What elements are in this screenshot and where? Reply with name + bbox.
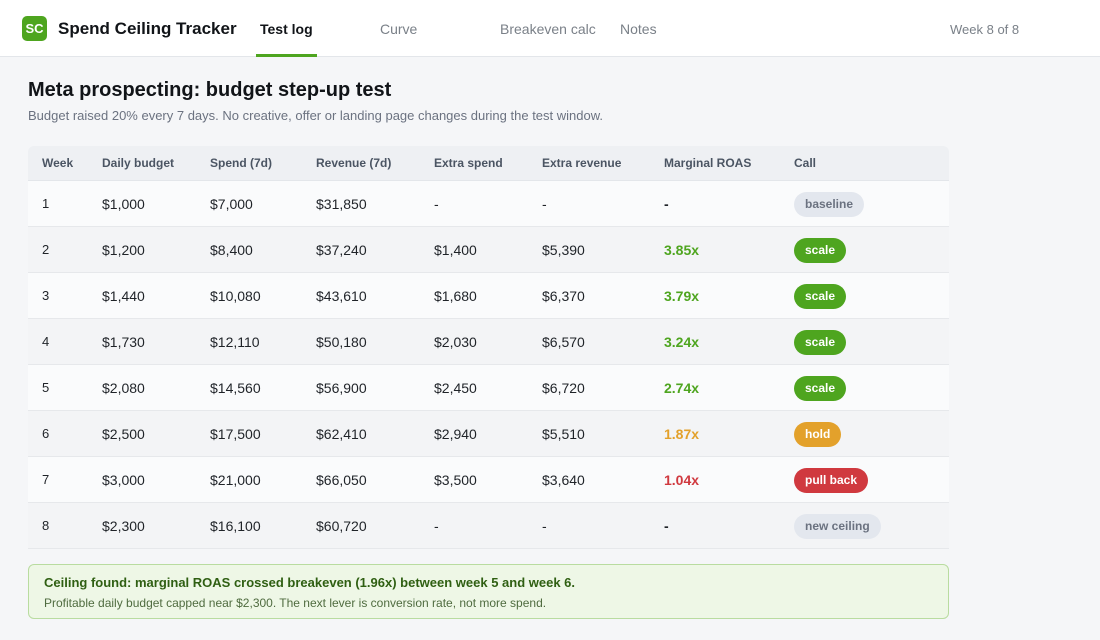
cell-week: 7	[42, 472, 50, 487]
cell-spend: $7,000	[210, 196, 253, 212]
cell-revenue: $60,720	[316, 518, 367, 534]
cell-marginal-roas: 3.24x	[664, 334, 700, 350]
cell-marginal-roas: 3.79x	[664, 288, 700, 304]
cell-daily-budget: $2,080	[102, 380, 145, 396]
header-revenue: Revenue (7d)	[316, 156, 392, 170]
cell-marginal-roas: 2.74x	[664, 380, 700, 396]
table-row: 8 $2,300 $16,100 $60,720 - - - new ceiling	[28, 503, 949, 549]
cell-extra-revenue: $5,510	[542, 426, 585, 442]
page-title: Meta prospecting: budget step-up test	[28, 79, 392, 101]
cell-extra-revenue: $3,640	[542, 472, 585, 488]
cell-spend: $21,000	[210, 472, 261, 488]
cell-revenue: $62,410	[316, 426, 367, 442]
cell-marginal-roas: 1.04x	[664, 472, 700, 488]
cell-revenue: $43,610	[316, 288, 367, 304]
cell-daily-budget: $1,730	[102, 334, 145, 350]
table-row: 5 $2,080 $14,560 $56,900 $2,450 $6,720 2.74x sc…	[28, 365, 949, 411]
cell-spend: $8,400	[210, 242, 253, 258]
cell-spend: $17,500	[210, 426, 261, 442]
header-call: Call	[794, 156, 817, 170]
cell-marginal-roas: 1.87x	[664, 426, 700, 442]
tab-notes[interactable]: Notes	[620, 21, 657, 37]
cell-extra-revenue: -	[542, 518, 547, 534]
week-indicator: Week 8 of 8	[950, 22, 1020, 37]
call-badge: new ceiling	[794, 514, 881, 539]
table-row: 2 $1,200 $8,400 $37,240 $1,400 $5,390 3.85x sca…	[28, 227, 949, 273]
cell-revenue: $37,240	[316, 242, 367, 258]
table-row: 1 $1,000 $7,000 $31,850 - - - baseline	[28, 181, 949, 227]
app-title: Spend Ceiling Tracker	[58, 19, 237, 38]
cell-revenue: $56,900	[316, 380, 367, 396]
call-badge: pull back	[794, 468, 869, 493]
cell-week: 4	[42, 334, 50, 349]
page-subtitle: Budget raised 20% every 7 days. No creat…	[28, 108, 604, 123]
cell-extra-revenue: $6,570	[542, 334, 585, 350]
cell-daily-budget: $2,500	[102, 426, 145, 442]
table-row: 4 $1,730 $12,110 $50,180 $2,030 $6,570 3.24x sc…	[28, 319, 949, 365]
call-badge: scale	[794, 376, 847, 401]
callout-title: Ceiling found: marginal ROAS crossed bre…	[44, 575, 576, 590]
cell-daily-budget: $1,000	[102, 196, 145, 212]
cell-revenue: $31,850	[316, 196, 367, 212]
cell-week: 6	[42, 426, 50, 441]
cell-revenue: $66,050	[316, 472, 367, 488]
cell-spend: $10,080	[210, 288, 261, 304]
cell-daily-budget: $3,000	[102, 472, 145, 488]
call-badge: scale	[794, 284, 847, 309]
call-badge: baseline	[794, 192, 865, 217]
cell-extra-revenue: -	[542, 196, 547, 212]
cell-extra-spend: $1,400	[434, 242, 477, 258]
tab-breakeven-calc[interactable]: Breakeven calc	[500, 21, 596, 37]
cell-spend: $16,100	[210, 518, 261, 534]
top-bar: SC Spend Ceiling Tracker Test log Curve …	[0, 0, 1100, 57]
tab-test-log[interactable]: Test log	[256, 0, 317, 57]
header-week: Week	[42, 156, 74, 170]
header-marginal-roas: Marginal ROAS	[664, 156, 752, 170]
cell-week: 3	[42, 288, 50, 303]
header-daily-budget: Daily budget	[102, 156, 175, 170]
cell-extra-spend: -	[434, 196, 439, 212]
table-row: 3 $1,440 $10,080 $43,610 $1,680 $6,370 3.79x sc…	[28, 273, 949, 319]
cell-week: 5	[42, 380, 50, 395]
cell-extra-spend: $1,680	[434, 288, 477, 304]
ceiling-callout: Ceiling found: marginal ROAS crossed bre…	[28, 564, 949, 619]
cell-week: 2	[42, 242, 50, 257]
header-extra-spend: Extra spend	[434, 156, 503, 170]
header-extra-revenue: Extra revenue	[542, 156, 622, 170]
cell-extra-spend: $2,030	[434, 334, 477, 350]
app-logo: SC	[22, 16, 47, 41]
cell-extra-spend: $2,940	[434, 426, 477, 442]
call-badge: scale	[794, 238, 847, 263]
cell-week: 8	[42, 518, 50, 533]
call-badge: scale	[794, 330, 847, 355]
table-row: 6 $2,500 $17,500 $62,410 $2,940 $5,510 1.87x ho…	[28, 411, 949, 457]
cell-extra-revenue: $6,370	[542, 288, 585, 304]
cell-extra-revenue: $6,720	[542, 380, 585, 396]
cell-extra-spend: -	[434, 518, 439, 534]
tab-curve[interactable]: Curve	[380, 21, 418, 37]
cell-week: 1	[42, 196, 50, 211]
table-header: Week Daily budget Spend (7d) Revenue (7d…	[28, 146, 949, 181]
cell-spend: $12,110	[210, 334, 260, 350]
cell-daily-budget: $1,440	[102, 288, 145, 304]
cell-spend: $14,560	[210, 380, 261, 396]
cell-marginal-roas: -	[664, 196, 669, 212]
cell-extra-revenue: $5,390	[542, 242, 585, 258]
table-body: 1 $1,000 $7,000 $31,850 - - - baseline 2 $1,200 $8…	[28, 181, 949, 549]
header-spend: Spend (7d)	[210, 156, 272, 170]
cell-extra-spend: $3,500	[434, 472, 477, 488]
cell-marginal-roas: -	[664, 518, 669, 534]
table-row: 7 $3,000 $21,000 $66,050 $3,500 $3,640 1.04x pu…	[28, 457, 949, 503]
callout-text: Profitable daily budget capped near $2,3…	[44, 596, 547, 610]
cell-marginal-roas: 3.85x	[664, 242, 700, 258]
call-badge: hold	[794, 422, 842, 447]
cell-daily-budget: $1,200	[102, 242, 145, 258]
cell-daily-budget: $2,300	[102, 518, 145, 534]
cell-extra-spend: $2,450	[434, 380, 477, 396]
cell-revenue: $50,180	[316, 334, 367, 350]
test-log-table: Week Daily budget Spend (7d) Revenue (7d…	[28, 146, 949, 549]
